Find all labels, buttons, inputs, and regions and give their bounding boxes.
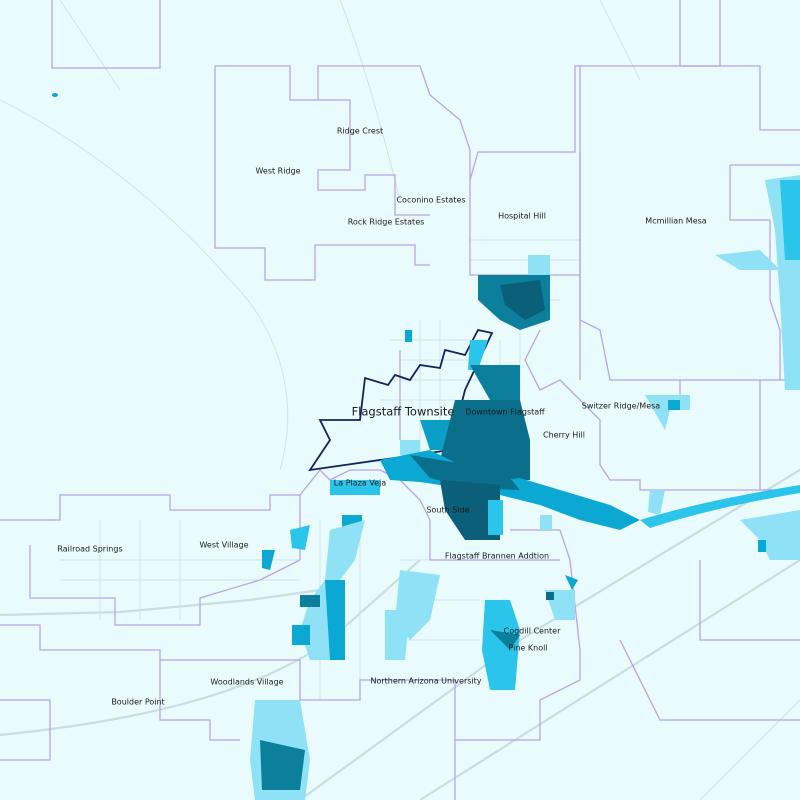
density-blocks [52,93,800,800]
density-block [740,510,800,560]
boundary [317,99,430,216]
density-block [500,280,545,320]
place-label: West Village [199,541,248,550]
place-label: Switzer Ridge/Mesa [582,402,660,411]
density-block [330,480,380,495]
place-label: West Ridge [255,167,300,176]
place-label: Cherry Hill [543,431,585,440]
boundary [429,520,560,800]
density-block [440,400,530,480]
density-block [385,610,410,660]
density-block [440,480,500,540]
place-label: Downtown Flagstaff [465,408,545,417]
density-block [292,625,310,645]
boundary [0,494,300,521]
place-label: Flagstaff Brannen Addtion [445,552,549,561]
boundary [29,545,301,626]
place-label: Mcmillian Mesa [645,217,706,226]
density-block [405,330,412,342]
place-label: South Side [426,506,469,515]
density-block [325,580,345,660]
density-block [648,490,665,515]
density-block [715,250,780,270]
density-block [540,515,552,530]
density-block [758,540,766,552]
density-block [482,600,520,690]
density-block [546,592,554,600]
place-label: Northern Arizona University [370,677,481,686]
density-block [488,500,503,535]
place-label: Pine Knoll [508,644,547,653]
density-block [410,455,520,490]
density-block [300,595,320,607]
density-block [262,550,275,570]
place-label: Cogdill Center [504,627,561,636]
road [0,469,800,800]
boundary [214,66,430,281]
place-labels: Ridge Crest West Ridge Coconino Estates … [57,127,706,707]
place-label: Coconino Estates [396,196,465,205]
boundary [679,0,800,131]
place-label: Woodlands Village [210,678,283,687]
density-block [668,400,680,410]
density-block [528,255,550,275]
density-block [490,630,520,650]
density-block [565,575,578,590]
place-label: Hospital Hill [498,212,546,221]
density-block [468,340,488,370]
density-block [260,740,305,790]
boundary [524,329,800,491]
density-block [640,485,800,528]
place-label: Flagstaff Townsite [352,405,455,419]
boundary [51,0,161,69]
density-block [780,180,800,260]
place-label: La Plaza Veja [334,479,386,488]
density-block [290,525,310,550]
place-label: Rock Ridge Estates [348,218,425,227]
place-label: Railroad Springs [57,545,122,554]
place-label: Ridge Crest [337,127,383,136]
boundary [160,529,581,741]
place-label: Boulder Point [111,698,164,707]
boundary [215,0,721,181]
density-block [52,93,58,97]
boundary [0,624,240,761]
density-block [470,365,520,400]
